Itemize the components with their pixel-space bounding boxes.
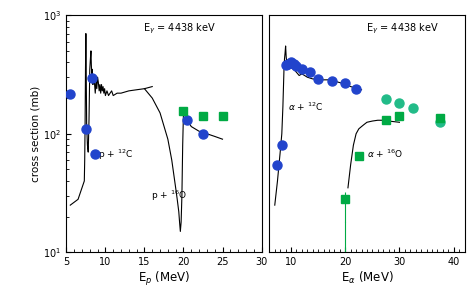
Text: p + $^{16}$O: p + $^{16}$O [151,189,186,203]
Text: $\alpha$ + $^{16}$O: $\alpha$ + $^{16}$O [367,148,403,161]
Y-axis label: cross section (mb): cross section (mb) [30,86,40,182]
Text: E$_\gamma$ = 4438 keV: E$_\gamma$ = 4438 keV [365,22,439,36]
X-axis label: E$_p$ (MeV): E$_p$ (MeV) [138,270,190,288]
Text: p + $^{12}$C: p + $^{12}$C [98,148,133,162]
Text: E$_\gamma$ = 4438 keV: E$_\gamma$ = 4438 keV [143,22,216,36]
X-axis label: E$_\alpha$ (MeV): E$_\alpha$ (MeV) [341,270,393,286]
Text: $\alpha$ + $^{12}$C: $\alpha$ + $^{12}$C [288,101,324,113]
